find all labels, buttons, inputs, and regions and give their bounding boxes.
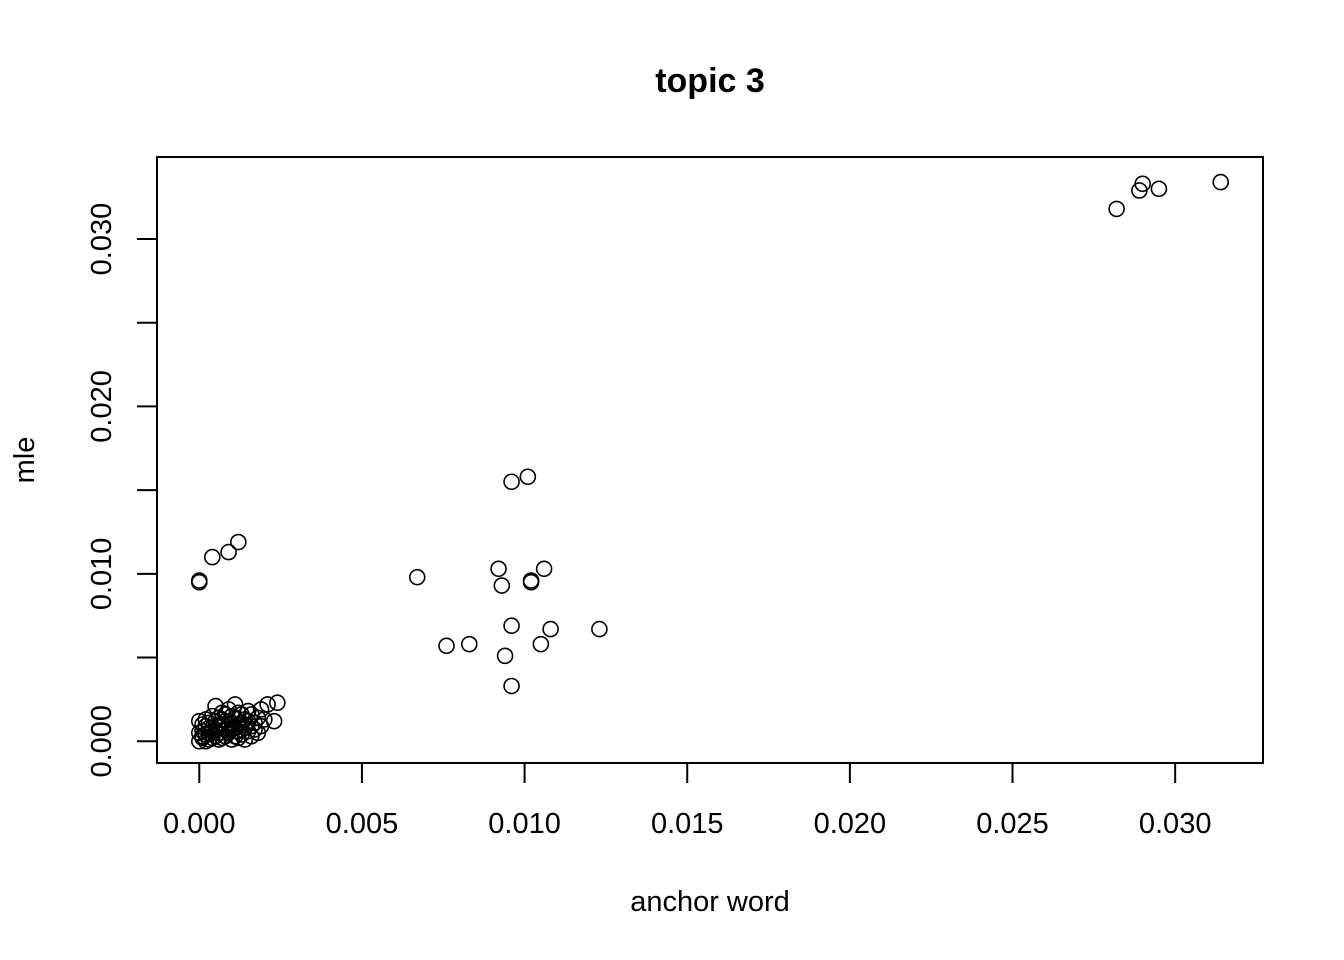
data-point xyxy=(532,635,550,653)
data-point xyxy=(230,729,247,747)
data-point xyxy=(1108,200,1125,218)
data-points xyxy=(190,173,1230,750)
data-point xyxy=(256,711,273,728)
data-point xyxy=(1150,180,1168,198)
x-tick-label: 0.015 xyxy=(651,808,724,840)
data-point xyxy=(542,620,559,638)
y-tick-label: 0.010 xyxy=(86,538,118,611)
data-point xyxy=(204,548,221,566)
data-point xyxy=(213,711,231,728)
chart-title: topic 3 xyxy=(655,62,765,100)
data-point xyxy=(269,694,286,712)
data-point xyxy=(217,706,234,723)
data-point xyxy=(197,717,215,735)
x-tick-label: 0.005 xyxy=(326,808,399,840)
y-axis: 0.000 0.010 0.020 0.030 xyxy=(86,203,158,778)
x-tick-label: 0.010 xyxy=(488,808,561,840)
data-point xyxy=(493,577,511,594)
data-point xyxy=(230,533,247,551)
data-point xyxy=(503,473,520,491)
plot-frame xyxy=(156,156,1264,764)
data-point xyxy=(519,468,537,486)
data-point xyxy=(408,568,426,586)
data-point xyxy=(252,701,270,718)
x-axis: 0.000 0.005 0.010 0.015 0.020 0.025 0.030 xyxy=(163,762,1212,840)
data-point xyxy=(246,721,263,738)
data-point xyxy=(1212,173,1230,191)
data-point xyxy=(190,573,208,591)
y-tick-label: 0.020 xyxy=(86,370,118,443)
data-point xyxy=(522,573,540,591)
data-point xyxy=(1131,182,1148,199)
x-tick-label: 0.000 xyxy=(163,808,236,840)
data-point xyxy=(194,727,211,745)
data-point xyxy=(460,635,478,653)
data-point xyxy=(490,560,507,578)
data-point xyxy=(496,647,514,665)
data-point xyxy=(591,620,608,638)
y-tick-label: 0.000 xyxy=(86,705,118,778)
data-point xyxy=(438,637,455,655)
data-point xyxy=(503,677,520,695)
x-tick-label: 0.020 xyxy=(814,808,887,840)
x-axis-label: anchor word xyxy=(630,886,790,918)
data-point xyxy=(233,721,250,738)
y-tick-label: 0.030 xyxy=(86,203,118,276)
data-point xyxy=(535,560,553,578)
x-tick-label: 0.025 xyxy=(976,808,1049,840)
data-point xyxy=(249,724,267,742)
data-point xyxy=(220,543,237,561)
y-axis-label: mle xyxy=(9,437,41,484)
data-point xyxy=(503,617,520,635)
x-tick-label: 0.030 xyxy=(1139,808,1212,840)
